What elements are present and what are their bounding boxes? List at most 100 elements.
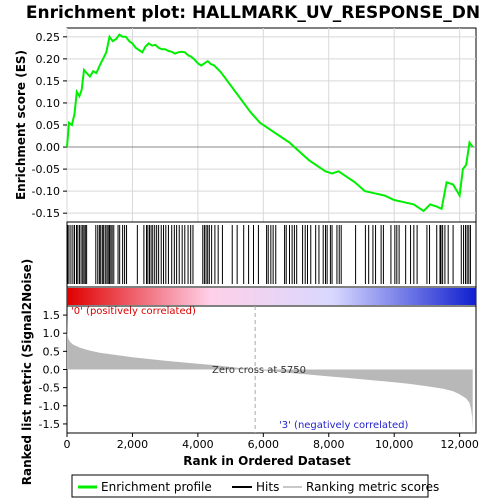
heatmap-cell bbox=[352, 288, 354, 305]
heatmap-cell bbox=[155, 288, 157, 305]
heatmap-cell bbox=[418, 288, 420, 305]
heatmap-cell bbox=[89, 288, 91, 305]
heatmap-cell bbox=[172, 288, 174, 305]
ranked-metric-y-tick-label: 1.0 bbox=[43, 327, 61, 340]
heatmap-cell bbox=[357, 288, 359, 305]
heatmap-cell bbox=[220, 288, 222, 305]
heatmap-cell bbox=[317, 288, 319, 305]
heatmap-cell bbox=[296, 288, 298, 305]
heatmap-cell bbox=[404, 288, 406, 305]
heatmap-cell bbox=[299, 288, 301, 305]
heatmap-cell bbox=[324, 288, 326, 305]
heatmap-cell bbox=[280, 288, 282, 305]
heatmap-cell bbox=[304, 288, 306, 305]
heatmap-cell bbox=[237, 288, 239, 305]
heatmap-cell bbox=[461, 288, 463, 305]
heatmap-cell bbox=[447, 288, 449, 305]
heatmap-cell bbox=[135, 288, 137, 305]
heatmap-cell bbox=[344, 288, 346, 305]
enrichment-y-tick-label: -0.10 bbox=[32, 185, 60, 198]
heatmap-cell bbox=[308, 288, 310, 305]
heatmap-cell bbox=[87, 288, 89, 305]
heatmap-cell bbox=[228, 288, 230, 305]
heatmap-cell bbox=[98, 288, 100, 305]
heatmap-cell bbox=[274, 288, 276, 305]
heatmap-cell bbox=[464, 288, 466, 305]
heatmap-cell bbox=[338, 288, 340, 305]
heatmap-cell bbox=[78, 288, 80, 305]
heatmap-cell bbox=[70, 288, 72, 305]
heatmap-cell bbox=[347, 288, 349, 305]
heatmap-cell bbox=[409, 288, 411, 305]
heatmap-cell bbox=[469, 288, 471, 305]
heatmap-cell bbox=[382, 288, 384, 305]
heatmap-cell bbox=[457, 288, 459, 305]
heatmap-cell bbox=[302, 288, 304, 305]
ranked-metric-y-axis-label: Ranked list metric (Signal2Noise) bbox=[20, 259, 34, 486]
heatmap-cell bbox=[297, 288, 299, 305]
heatmap-cell bbox=[179, 288, 181, 305]
heatmap-cell bbox=[325, 288, 327, 305]
ranked-metric-y-tick-label: -1.0 bbox=[39, 400, 60, 413]
heatmap-cell bbox=[467, 288, 469, 305]
heatmap-cell bbox=[380, 288, 382, 305]
heatmap-cell bbox=[221, 288, 223, 305]
rank-x-tick-label: 2,000 bbox=[117, 438, 149, 451]
heatmap-cell bbox=[72, 288, 74, 305]
heatmap-cell bbox=[202, 288, 204, 305]
heatmap-cell bbox=[427, 288, 429, 305]
heatmap-cell bbox=[436, 288, 438, 305]
heatmap-cell bbox=[139, 288, 141, 305]
heatmap-cell bbox=[191, 288, 193, 305]
heatmap-cell bbox=[248, 288, 250, 305]
heatmap-cell bbox=[396, 288, 398, 305]
heatmap-cell bbox=[229, 288, 231, 305]
heatmap-cell bbox=[300, 288, 302, 305]
heatmap-cell bbox=[316, 288, 318, 305]
enrichment-y-tick-label: 0.25 bbox=[36, 31, 61, 44]
heatmap-cell bbox=[326, 288, 328, 305]
heatmap-cell bbox=[136, 288, 138, 305]
heatmap-cell bbox=[243, 288, 245, 305]
heatmap-cell bbox=[440, 288, 442, 305]
heatmap-cell bbox=[216, 288, 218, 305]
heatmap-cell bbox=[441, 288, 443, 305]
heatmap-cell bbox=[222, 288, 224, 305]
heatmap-cell bbox=[214, 288, 216, 305]
heatmap-cell bbox=[224, 288, 226, 305]
heatmap-cell bbox=[254, 288, 256, 305]
heatmap-cell bbox=[470, 288, 472, 305]
heatmap-cell bbox=[145, 288, 147, 305]
heatmap-cell bbox=[289, 288, 291, 305]
heatmap-cell bbox=[244, 288, 246, 305]
heatmap-cell bbox=[147, 288, 149, 305]
heatmap-cell bbox=[129, 288, 131, 305]
heatmap-cell bbox=[149, 288, 151, 305]
heatmap-cell bbox=[419, 288, 421, 305]
heatmap-cell bbox=[219, 288, 221, 305]
heatmap-cell bbox=[431, 288, 433, 305]
heatmap-cell bbox=[97, 288, 99, 305]
heatmap-cell bbox=[230, 288, 232, 305]
heatmap-cell bbox=[342, 288, 344, 305]
positive-correlation-label: '0' (positively correlated) bbox=[71, 306, 196, 317]
heatmap-cell bbox=[314, 288, 316, 305]
heatmap-cell bbox=[367, 288, 369, 305]
heatmap-cell bbox=[189, 288, 191, 305]
heatmap-cell bbox=[451, 288, 453, 305]
enrichment-y-tick-label: 0.00 bbox=[36, 141, 61, 154]
heatmap-cell bbox=[79, 288, 81, 305]
heatmap-cell bbox=[448, 288, 450, 305]
heatmap-cell bbox=[405, 288, 407, 305]
heatmap-cell bbox=[284, 288, 286, 305]
heatmap-cell bbox=[432, 288, 434, 305]
heatmap-cell bbox=[234, 288, 236, 305]
heatmap-cell bbox=[195, 288, 197, 305]
heatmap-cell bbox=[403, 288, 405, 305]
heatmap-cell bbox=[306, 288, 308, 305]
heatmap-cell bbox=[309, 288, 311, 305]
legend-enrichment-profile-label: Enrichment profile bbox=[101, 480, 212, 494]
heatmap-cell bbox=[273, 288, 275, 305]
heatmap-cell bbox=[384, 288, 386, 305]
